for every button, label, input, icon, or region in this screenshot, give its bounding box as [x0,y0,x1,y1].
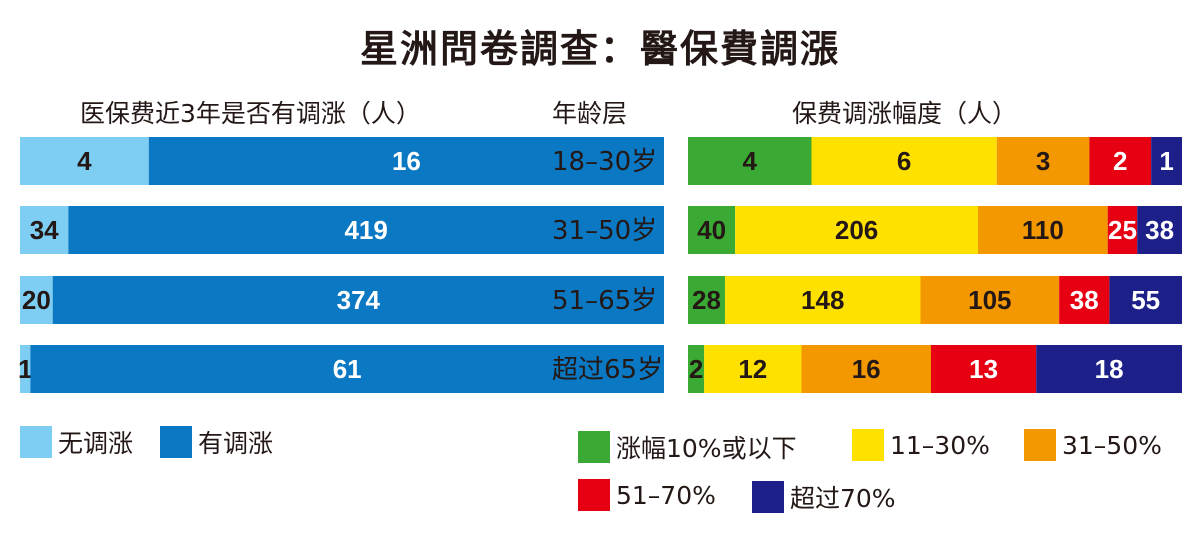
raise-range-data-label: 38 [1070,285,1099,315]
legend-swatch [20,426,52,458]
raise-range-bar-segment [1036,345,1182,393]
legend-label: 涨幅10%或以下 [616,434,797,463]
raise-status-bar-segment [20,137,149,185]
raise-range-bar-segment [996,137,1090,185]
raise-status-data-label: 20 [22,285,51,315]
raise-status-bar-segment [148,137,665,185]
raise-status-bar-segment [52,276,664,324]
raise-range-data-label: 28 [692,285,721,315]
raise-range-bar-segment [978,206,1108,254]
raise-status-data-label: 34 [30,215,59,245]
legend-item-no-increase: 无调涨 [20,424,133,460]
legend-item-over-70: 超过70% [752,479,896,515]
raise-status-data-label: 419 [344,215,387,245]
raise-range-bar-segment [920,276,1060,324]
right-chart-header: 保费调涨幅度（人） [792,99,1018,128]
raise-range-bar-segment [801,345,931,393]
raise-status-bar-segment [20,276,53,324]
raise-range-data-label: 110 [1022,215,1064,245]
legend-item-10-or-less: 涨幅10%或以下 [578,429,797,465]
legend-swatch [852,429,884,461]
raise-range-bar-segment [735,206,979,254]
age-group-label: 超过65岁 [552,355,663,385]
raise-range-bar-segment [1089,137,1152,185]
raise-range-data-label: 105 [968,285,1011,315]
raise-range-data-label: 16 [852,354,881,384]
raise-range-data-label: 6 [897,146,911,176]
raise-range-data-label: 148 [801,285,844,315]
raise-status-bar-segment [20,345,31,393]
raise-range-bar-segment [1137,206,1182,254]
raise-status-bar-segment [30,345,665,393]
raise-status-data-label: 1 [18,354,32,384]
raise-range-bar-segment [1109,276,1182,324]
raise-status-data-label: 4 [77,146,92,176]
age-group-label: 31–50岁 [552,216,657,246]
age-group-label: 18–30岁 [552,147,657,177]
raise-range-data-label: 2 [689,354,703,384]
raise-range-data-label: 4 [743,146,758,176]
legend-item-11-30: 11–30% [852,429,990,461]
raise-status-bar-segment [68,206,664,254]
raise-status-bar-segment [20,206,69,254]
legend-swatch [578,431,610,463]
raise-range-data-label: 13 [969,354,998,384]
raise-status-data-label: 16 [392,146,421,176]
legend-label: 51–70% [616,480,716,510]
legend-label: 无调涨 [58,429,134,458]
raise-range-data-label: 3 [1036,146,1050,176]
raise-range-data-label: 206 [835,215,878,245]
raise-range-data-label: 12 [738,354,767,384]
legend-label: 有调涨 [198,429,274,458]
raise-range-data-label: 25 [1108,215,1137,245]
legend-label: 超过70% [790,484,896,513]
age-group-label: 51–65岁 [552,286,657,316]
legend-item-31-50: 31–50% [1024,429,1162,461]
raise-range-bar-segment [704,345,802,393]
raise-range-bar-segment [688,345,705,393]
raise-range-data-label: 40 [697,215,726,245]
raise-range-bar-segment [1107,206,1138,254]
legend-swatch [160,426,192,458]
raise-range-bar-segment [1151,137,1182,185]
raise-range-bar-segment [688,206,736,254]
legend-label: 31–50% [1062,430,1162,460]
raise-range-data-label: 18 [1095,354,1124,384]
raise-range-bar-segment [688,276,725,324]
legend-label: 11–30% [890,430,990,460]
legend-swatch [1024,429,1056,461]
raise-range-bar-segment [930,345,1037,393]
raise-range-data-label: 38 [1145,215,1174,245]
raise-range-bar-segment [811,137,997,185]
chart-title: 星洲問卷調查：醫保費調漲 [359,27,840,71]
raise-range-bar-segment [724,276,921,324]
raise-range-data-label: 1 [1159,146,1173,176]
raise-range-bar-segment [688,137,812,185]
age-group-header: 年龄层 [552,99,628,128]
legend-swatch [578,479,610,511]
legend-item-51-70: 51–70% [578,479,716,511]
raise-range-data-label: 55 [1131,285,1160,315]
raise-range-data-label: 2 [1113,146,1127,176]
legend-item-increase: 有调涨 [160,424,273,460]
raise-status-data-label: 374 [337,285,381,315]
left-chart-header: 医保费近3年是否有调涨（人） [80,99,421,128]
legend-swatch [752,481,784,513]
raise-range-bar-segment [1059,276,1110,324]
raise-status-data-label: 61 [333,354,362,384]
